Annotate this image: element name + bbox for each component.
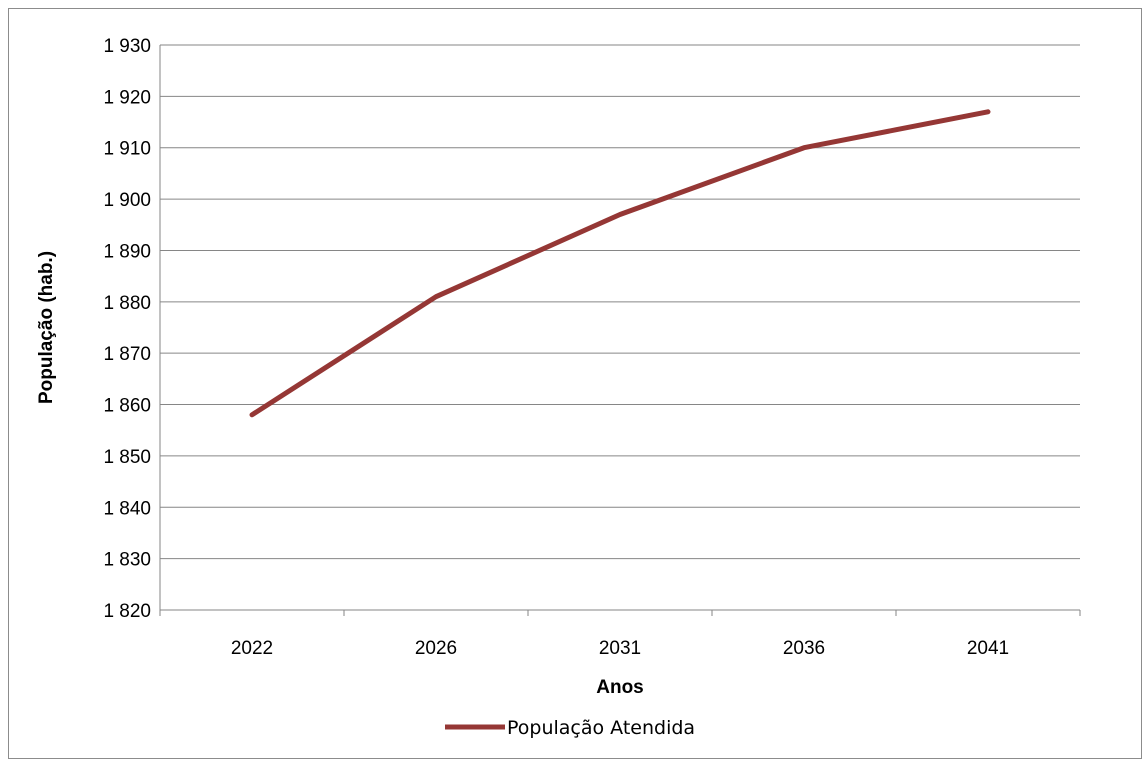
x-axis-title: Anos <box>596 677 644 698</box>
x-tick-labels: 2022 2026 2031 2036 2041 <box>231 638 1009 659</box>
y-tick-label: 1 900 <box>103 190 151 211</box>
y-tick-label: 1 820 <box>103 601 151 622</box>
x-tick-label: 2026 <box>415 638 457 659</box>
x-tick-marks <box>159 610 1081 616</box>
y-axis-title: População (hab.) <box>36 251 57 404</box>
x-tick-label: 2036 <box>783 638 825 659</box>
y-tick-label: 1 880 <box>103 293 151 314</box>
x-tick-label: 2041 <box>967 638 1009 659</box>
y-tick-label: 1 890 <box>103 241 151 262</box>
series-lines <box>249 109 991 418</box>
y-tick-label: 1 870 <box>103 344 151 365</box>
legend-label: População Atendida <box>507 717 695 739</box>
y-tick-label: 1 850 <box>103 447 151 468</box>
x-tick-label: 2031 <box>599 638 641 659</box>
y-tick-label: 1 840 <box>103 498 151 519</box>
y-tick-label: 1 830 <box>103 550 151 571</box>
legend: População Atendida <box>445 717 695 739</box>
series-line <box>249 109 991 418</box>
y-tick-label: 1 910 <box>103 139 151 160</box>
gridlines <box>159 44 1080 611</box>
y-tick-label: 1 860 <box>103 396 151 417</box>
x-tick-label: 2022 <box>231 638 273 659</box>
y-tick-label: 1 920 <box>103 87 151 108</box>
y-tick-label: 1 930 <box>103 36 151 57</box>
chart-frame <box>8 8 1142 759</box>
y-tick-labels: 1 820 1 830 1 840 1 850 1 860 1 870 1 880 1 890… <box>103 36 151 622</box>
